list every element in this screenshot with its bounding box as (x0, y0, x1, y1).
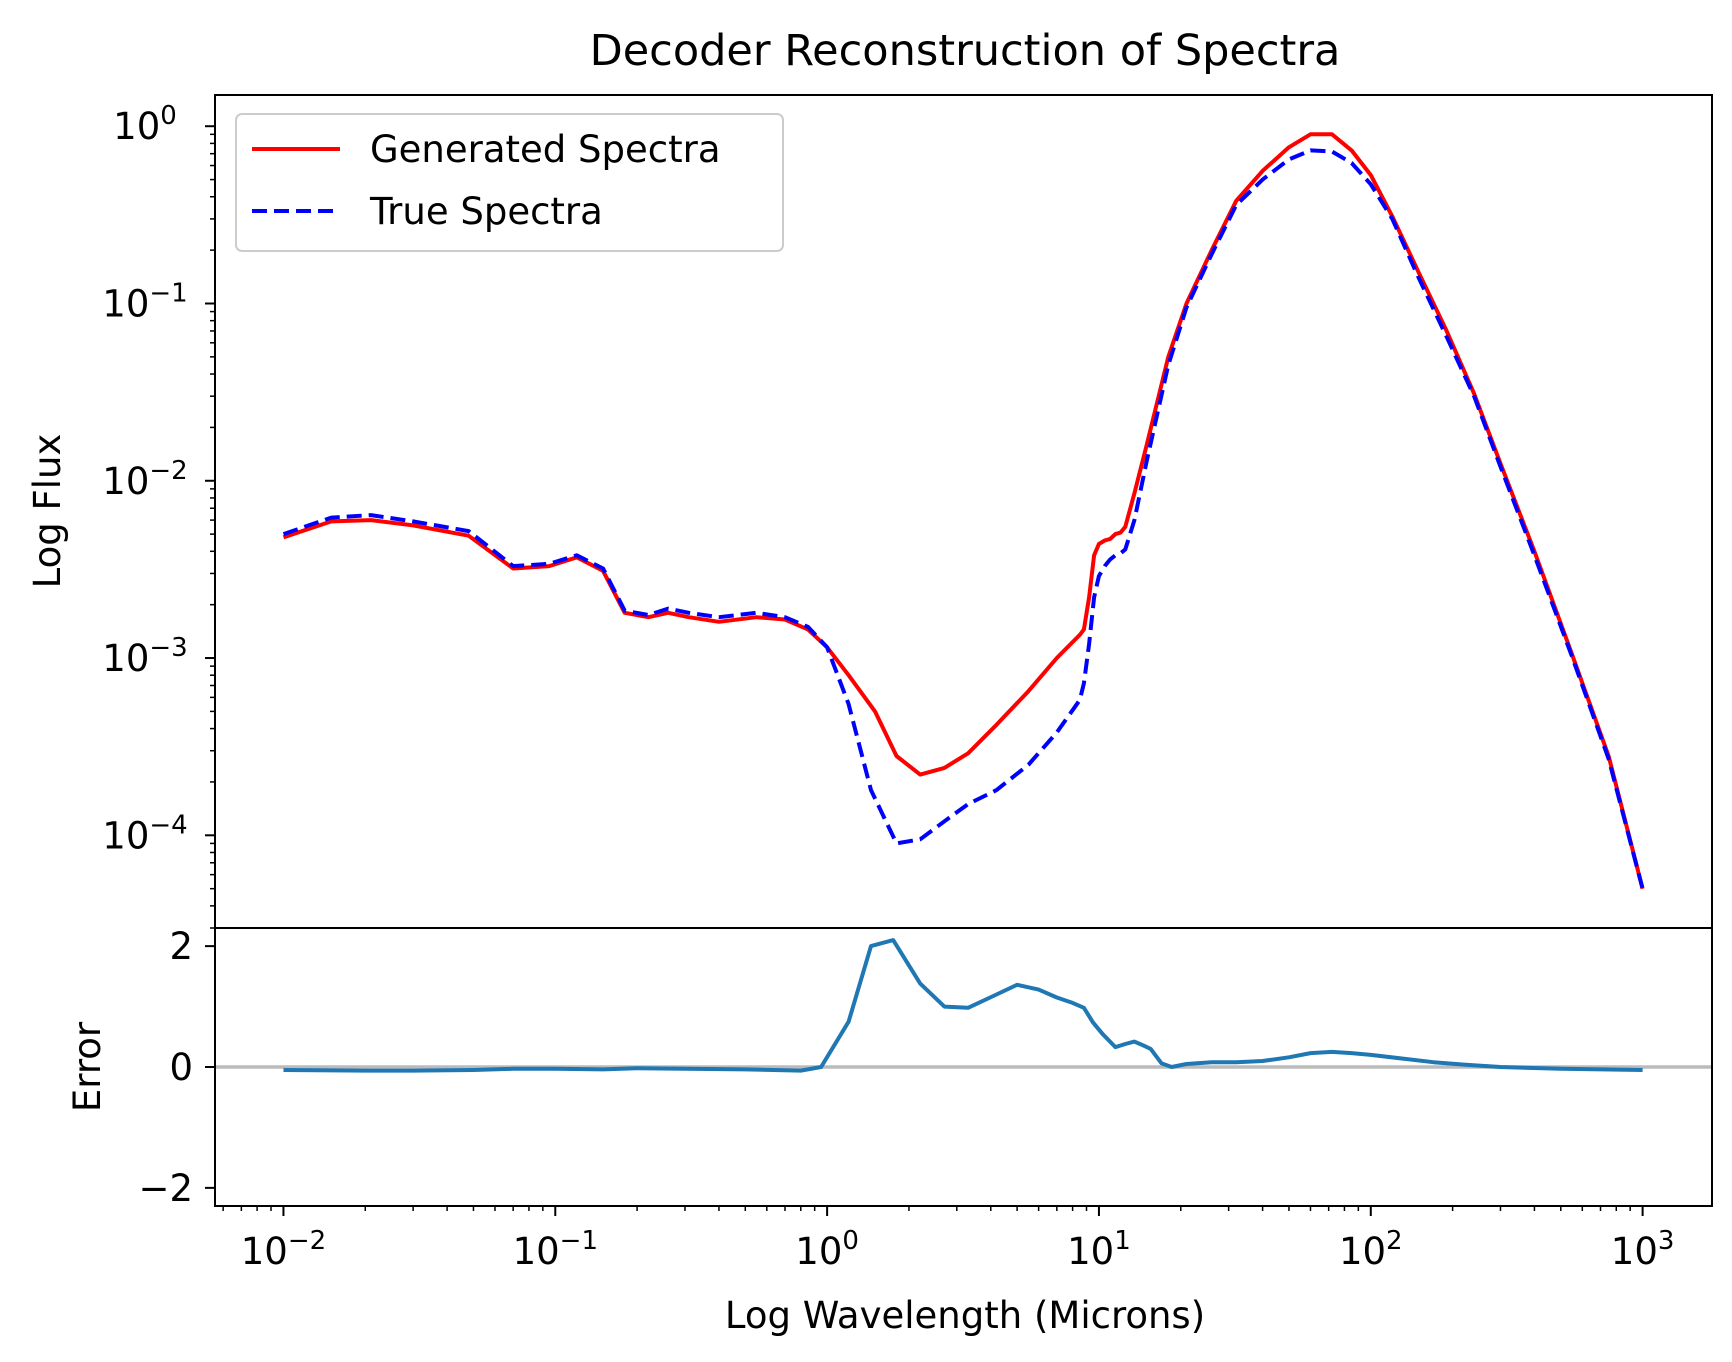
error-axes-frame (214, 927, 1713, 1207)
error-y-tick-label: 2 (169, 925, 193, 968)
generated-spectra-line (282, 132, 1645, 890)
error-y-tick-label: 0 (169, 1046, 193, 1089)
error-y-axis-label: Error (66, 1021, 109, 1112)
x-tick-label: 101 (1067, 1226, 1131, 1273)
flux-y-axis-label: Log Flux (26, 434, 69, 589)
flux-y-tick-label: 10−2 (102, 456, 187, 503)
x-tick-label: 102 (1339, 1226, 1403, 1273)
flux-series (282, 132, 1645, 890)
flux-y-tick-label: 10−4 (102, 810, 187, 857)
x-tick-label: 10−2 (241, 1226, 326, 1273)
error-y-ticks: 2 0 −2 (138, 925, 215, 1210)
x-tick-label: 100 (795, 1226, 859, 1273)
legend-label-generated: Generated Spectra (370, 128, 721, 171)
true-spectra-line (282, 148, 1645, 890)
x-tick-label: 10−1 (513, 1226, 598, 1273)
error-line (283, 938, 1643, 1073)
x-tick-label: 103 (1611, 1226, 1675, 1273)
flux-panel: 100 10−1 10−2 10−3 10−4 Log Flux Generated S… (26, 94, 1713, 929)
legend: Generated Spectra True Spectra (235, 113, 784, 252)
chart-title: Decoder Reconstruction of Spectra (590, 26, 1341, 76)
x-axis-label: Log Wavelength (Microns) (725, 1294, 1205, 1337)
error-series (283, 938, 1643, 1073)
x-ticks: 10−2 10−1 100 101 102 103 (241, 1206, 1675, 1273)
legend-box (235, 113, 784, 252)
flux-y-tick-label: 100 (113, 101, 177, 148)
error-y-tick-label: −2 (138, 1167, 193, 1210)
flux-y-tick-label: 10−1 (102, 278, 187, 325)
error-panel: 2 0 −2 10−2 10−1 100 101 102 103 Error Log Wave… (66, 925, 1713, 1337)
legend-label-true: True Spectra (369, 190, 603, 233)
flux-y-tick-label: 10−3 (102, 633, 187, 680)
flux-y-ticks: 100 10−1 10−2 10−3 10−4 (102, 101, 215, 857)
